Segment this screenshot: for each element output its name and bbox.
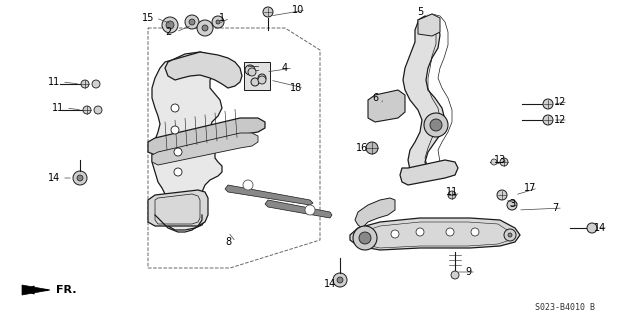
Polygon shape (355, 198, 395, 228)
Circle shape (391, 230, 399, 238)
Text: 3: 3 (509, 199, 515, 209)
Text: 13: 13 (494, 155, 506, 165)
Text: 15: 15 (142, 13, 154, 23)
Circle shape (543, 99, 553, 109)
Text: 6: 6 (372, 93, 378, 103)
Text: 14: 14 (48, 173, 60, 183)
Text: 17: 17 (524, 183, 536, 193)
Circle shape (83, 106, 91, 114)
Circle shape (430, 119, 442, 131)
Text: 14: 14 (324, 279, 336, 289)
Circle shape (507, 200, 517, 210)
Circle shape (263, 7, 273, 17)
Text: 11: 11 (52, 103, 64, 113)
Polygon shape (148, 118, 265, 155)
Circle shape (251, 78, 259, 86)
Text: 5: 5 (417, 7, 423, 17)
Circle shape (202, 25, 208, 31)
Polygon shape (400, 160, 458, 185)
Circle shape (353, 226, 377, 250)
Circle shape (491, 159, 497, 165)
Polygon shape (403, 16, 445, 180)
Circle shape (258, 76, 266, 84)
Text: 11: 11 (446, 187, 458, 197)
Circle shape (500, 158, 508, 166)
Circle shape (185, 15, 199, 29)
Circle shape (333, 273, 347, 287)
Circle shape (497, 190, 507, 200)
Text: 7: 7 (552, 203, 558, 213)
Text: 16: 16 (356, 143, 368, 153)
Circle shape (248, 68, 256, 76)
Circle shape (451, 271, 459, 279)
Circle shape (416, 228, 424, 236)
Polygon shape (22, 285, 50, 295)
Polygon shape (225, 185, 313, 205)
Text: 12: 12 (554, 97, 566, 107)
Circle shape (243, 180, 253, 190)
Circle shape (424, 113, 448, 137)
Text: FR.: FR. (56, 285, 77, 295)
Circle shape (245, 65, 255, 75)
Circle shape (258, 74, 266, 82)
Text: 9: 9 (465, 267, 471, 277)
Polygon shape (152, 52, 222, 230)
Circle shape (171, 104, 179, 112)
Text: 4: 4 (282, 63, 288, 73)
Circle shape (174, 148, 182, 156)
Circle shape (162, 17, 178, 33)
Polygon shape (148, 190, 208, 226)
Polygon shape (265, 200, 332, 218)
Circle shape (366, 142, 378, 154)
Circle shape (587, 223, 597, 233)
Circle shape (73, 171, 87, 185)
Circle shape (189, 19, 195, 25)
Circle shape (166, 21, 174, 29)
Circle shape (446, 228, 454, 236)
Circle shape (448, 191, 456, 199)
Circle shape (212, 16, 224, 28)
Polygon shape (152, 133, 258, 165)
Circle shape (504, 229, 516, 241)
Circle shape (359, 232, 371, 244)
Polygon shape (368, 90, 405, 122)
Circle shape (171, 126, 179, 134)
Text: 18: 18 (290, 83, 302, 93)
Circle shape (305, 205, 315, 215)
Circle shape (471, 228, 479, 236)
Polygon shape (418, 14, 440, 36)
Circle shape (216, 20, 220, 24)
Text: 1: 1 (219, 13, 225, 23)
Text: 12: 12 (554, 115, 566, 125)
Circle shape (81, 80, 89, 88)
Circle shape (94, 106, 102, 114)
Circle shape (92, 80, 100, 88)
Text: 2: 2 (165, 27, 171, 37)
Circle shape (197, 20, 213, 36)
Circle shape (77, 175, 83, 181)
Text: 11: 11 (48, 77, 60, 87)
Circle shape (543, 115, 553, 125)
Text: S023-B4010 B: S023-B4010 B (535, 303, 595, 313)
Circle shape (508, 233, 512, 237)
Text: 10: 10 (292, 5, 304, 15)
Text: 14: 14 (594, 223, 606, 233)
FancyBboxPatch shape (244, 62, 270, 90)
Text: 8: 8 (225, 237, 231, 247)
Circle shape (174, 168, 182, 176)
Polygon shape (165, 52, 242, 88)
Polygon shape (350, 218, 520, 250)
Circle shape (337, 277, 343, 283)
